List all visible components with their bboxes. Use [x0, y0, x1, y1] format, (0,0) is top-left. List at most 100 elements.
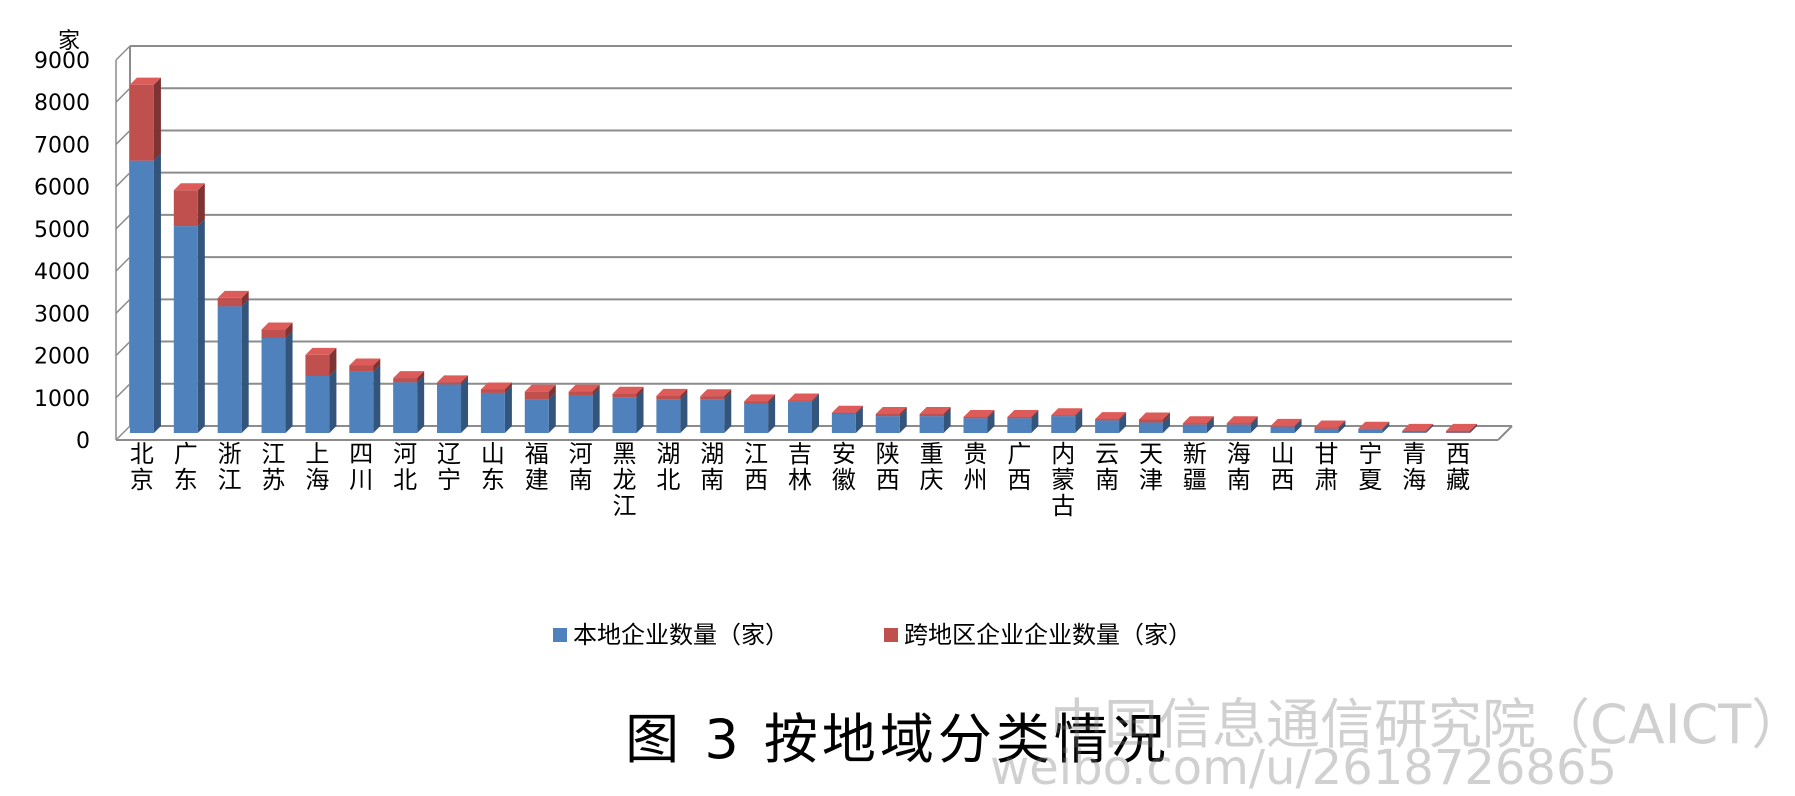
gridline-depth: [116, 46, 130, 60]
bar-local-front: [130, 161, 154, 433]
bar-local-side: [242, 299, 249, 433]
bar-local-front: [1139, 422, 1163, 433]
bar-cross-front: [1271, 426, 1295, 427]
bar-local-side: [680, 392, 687, 433]
gridline-depth: [116, 130, 130, 144]
bar-local: [218, 299, 249, 433]
bar-local-front: [1183, 425, 1207, 433]
bar-local-side: [373, 365, 380, 433]
bar-cross: [174, 183, 205, 226]
y-tick-label: 1000: [34, 387, 90, 412]
x-tick-label: 浙江: [218, 440, 242, 494]
gridline-depth: [116, 173, 130, 187]
bar-local-side: [505, 386, 512, 433]
bar-cross-front: [262, 330, 286, 338]
bar-local-front: [262, 338, 286, 433]
bar-cross-front: [876, 414, 900, 416]
bar-local-front: [1095, 420, 1119, 433]
bar-local-side: [198, 219, 205, 433]
bar-local-side: [637, 390, 644, 433]
bar-local-side: [593, 388, 600, 433]
bar-local-front: [305, 376, 329, 433]
legend-swatch-cross: [884, 628, 898, 642]
y-tick-label: 6000: [34, 176, 90, 201]
bar-cross-front: [305, 355, 329, 376]
gridline-depth: [116, 215, 130, 229]
x-tick-label: 四川: [349, 440, 373, 494]
gridline-depth: [116, 384, 130, 398]
legend-label-local: 本地企业数量（家）: [573, 621, 789, 649]
bar-cross-front: [1007, 417, 1031, 418]
y-tick-label: 4000: [34, 260, 90, 285]
bar-cross-front: [1095, 419, 1119, 420]
gridline-depth: [116, 426, 130, 440]
x-tick-label: 云南: [1095, 440, 1119, 494]
bar-local-side: [417, 375, 424, 433]
x-tick-label: 青海: [1402, 440, 1426, 494]
x-tick-label: 辽宁: [437, 440, 461, 494]
bar-local: [349, 365, 380, 433]
gridline-depth: [116, 299, 130, 313]
bar-cross-side: [198, 183, 205, 226]
x-tick-label: 黑龙江: [613, 440, 637, 520]
bar-cross-front: [130, 85, 154, 161]
bar-cross-front: [613, 394, 637, 397]
bar-local-front: [1051, 416, 1075, 433]
gridline-depth: [116, 342, 130, 356]
watermark-url: weibo.com/u/2618726865: [990, 740, 1617, 796]
bar-local-front: [1358, 430, 1382, 433]
bar-cross-front: [1139, 419, 1163, 422]
bar-local-front: [656, 399, 680, 433]
bar-cross: [130, 78, 161, 161]
bar-cross-front: [481, 390, 505, 393]
bar-local-front: [744, 403, 768, 433]
bar-local-side: [461, 377, 468, 433]
x-tick-label: 河南: [569, 440, 593, 494]
x-tick-label: 陕西: [876, 440, 900, 494]
bar-cross-front: [393, 378, 417, 382]
bar-local: [393, 375, 424, 433]
bar-local-front: [920, 416, 944, 433]
bar-local: [305, 369, 336, 433]
bar-local-front: [1402, 432, 1426, 433]
legend-label-cross: 跨地区企业企业数量（家）: [904, 621, 1192, 649]
bar-local-side: [549, 392, 556, 433]
x-tick-label: 吉林: [788, 440, 812, 494]
y-axis-unit-label: 家: [58, 29, 80, 54]
y-tick-label: 0: [76, 429, 90, 454]
bar-local-side: [154, 154, 161, 433]
x-tick-label: 山东: [481, 440, 505, 494]
bar-local-front: [349, 372, 373, 433]
bar-local-front: [174, 226, 198, 433]
bar-cross-front: [437, 382, 461, 384]
bar-local-front: [963, 418, 987, 433]
x-tick-label: 湖北: [656, 440, 680, 494]
x-tick-label: 西藏: [1446, 440, 1470, 494]
bar-local-front: [569, 395, 593, 433]
bar-cross-front: [349, 365, 373, 371]
y-tick-label: 5000: [34, 218, 90, 243]
y-tick-label: 3000: [34, 302, 90, 327]
bar-local: [174, 219, 205, 433]
bar-cross-front: [1051, 415, 1075, 416]
y-tick-label: 7000: [34, 133, 90, 158]
x-tick-label: 广西: [1007, 440, 1031, 494]
bar-cross-side: [154, 78, 161, 161]
x-tick-label: 海南: [1227, 440, 1251, 494]
bar-local-front: [613, 397, 637, 433]
x-tick-label: 江西: [744, 440, 768, 494]
floor-right: [1498, 426, 1512, 440]
x-tick-label: 江苏: [262, 440, 286, 494]
x-tick-label: 河北: [393, 440, 417, 494]
bar-local-side: [724, 392, 731, 433]
bar-cross-front: [1227, 423, 1251, 424]
x-tick-label: 内蒙古: [1051, 440, 1075, 520]
x-tick-label: 湖南: [700, 440, 724, 494]
bar-cross-front: [1314, 428, 1338, 429]
legend-swatch-local: [553, 628, 567, 642]
bar-local-front: [832, 414, 856, 433]
x-tick-label: 北京: [130, 440, 154, 494]
bar-local-front: [525, 399, 549, 433]
